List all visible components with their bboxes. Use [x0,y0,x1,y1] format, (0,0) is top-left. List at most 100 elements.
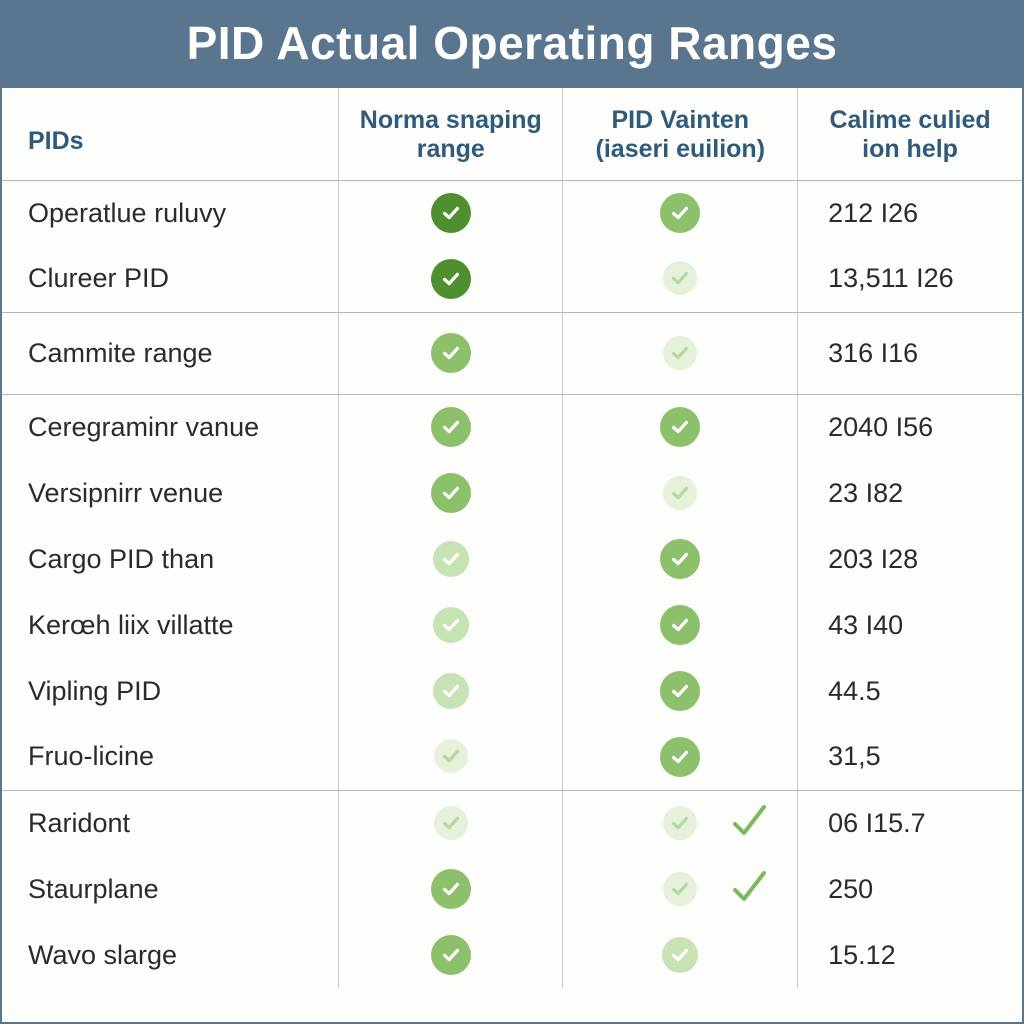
cell-vainten [563,180,798,246]
col-header-2: PID Vainten(iaseri euilion) [563,88,798,180]
check-icon [663,872,697,906]
cell-value: 06 I15.7 [798,790,1022,856]
check-icon [660,737,700,777]
check-icon [660,539,700,579]
table-row: Raridont 06 I15.7 [2,790,1022,856]
cell-vainten [563,592,798,658]
check-icon [663,806,697,840]
cell-norma [339,526,563,592]
row-label: Clureer PID [2,246,339,312]
cell-value: 15.12 [798,922,1022,988]
col-header-line1: Calime culied [829,106,990,134]
cell-value: 23 I82 [798,460,1022,526]
table-row: Fruo-licine 31,5 [2,724,1022,790]
check-icon [660,605,700,645]
free-tick-icon [729,801,769,841]
table-row: Clureer PID 13,511 I26 [2,246,1022,312]
cell-value: 203 I28 [798,526,1022,592]
cell-vainten [563,790,798,856]
row-label: Wavo slarge [2,922,339,988]
table-header-row: PIDsNorma snapingrangePID Vainten(iaseri… [2,88,1022,180]
cell-value: 250 [798,856,1022,922]
cell-norma [339,724,563,790]
cell-norma [339,394,563,460]
table-row: Cammite range 316 I16 [2,312,1022,394]
pid-table: PIDsNorma snapingrangePID Vainten(iaseri… [2,88,1022,988]
cell-norma [339,312,563,394]
cell-norma [339,460,563,526]
table-frame: PID Actual Operating Ranges PIDs Norma sn… [0,0,1024,1024]
check-icon [431,193,471,233]
check-icon [434,739,468,773]
row-label: Ceregraminr vanue [2,394,339,460]
col-header-line2: (iaseri euilion) [596,135,765,163]
col-header-line1: PID Vainten [612,106,750,134]
row-label: Cargo PID than [2,526,339,592]
cell-value: 316 I16 [798,312,1022,394]
cell-norma [339,246,563,312]
check-icon [431,935,471,975]
check-icon [660,407,700,447]
cell-vainten [563,246,798,312]
cell-norma [339,180,563,246]
table-row: Wavo slarge 15.12 [2,922,1022,988]
check-icon [433,673,469,709]
cell-vainten [563,922,798,988]
check-icon [660,671,700,711]
cell-value: 13,511 I26 [798,246,1022,312]
table-row: Staurplane 250 [2,856,1022,922]
free-tick-icon [729,867,769,907]
cell-vainten [563,312,798,394]
check-icon [663,476,697,510]
cell-vainten [563,724,798,790]
page-title: PID Actual Operating Ranges [2,2,1022,88]
row-label: Versipnirr venue [2,460,339,526]
row-label: Operatlue ruluvy [2,180,339,246]
table-body: Operatlue ruluvy 212 I26Clureer PID 13,5… [2,180,1022,988]
cell-value: 212 I26 [798,180,1022,246]
table-row: Versipnirr venue 23 I82 [2,460,1022,526]
table-row: Vipling PID 44.5 [2,658,1022,724]
cell-norma [339,658,563,724]
row-label: Staurplane [2,856,339,922]
check-icon [662,937,698,973]
cell-norma [339,790,563,856]
cell-value: 31,5 [798,724,1022,790]
col-header-pids: PIDs [2,88,339,180]
cell-vainten [563,658,798,724]
col-header-1: Norma snapingrange [339,88,563,180]
table-row: Kerœh liix villatte 43 I40 [2,592,1022,658]
cell-vainten [563,856,798,922]
cell-norma [339,856,563,922]
check-icon [433,607,469,643]
check-icon [431,259,471,299]
col-header-line1: Norma snaping [360,106,542,134]
check-icon [431,869,471,909]
check-icon [663,261,697,295]
check-icon [431,473,471,513]
cell-value: 44.5 [798,658,1022,724]
check-icon [431,407,471,447]
cell-value: 43 I40 [798,592,1022,658]
table-row: Cargo PID than 203 I28 [2,526,1022,592]
table-row: Operatlue ruluvy 212 I26 [2,180,1022,246]
check-icon [663,336,697,370]
row-label: Cammite range [2,312,339,394]
row-label: Raridont [2,790,339,856]
cell-norma [339,922,563,988]
check-icon [434,806,468,840]
row-label: Fruo-licine [2,724,339,790]
cell-vainten [563,526,798,592]
col-header-3: Calime culiedion help [798,88,1022,180]
cell-vainten [563,394,798,460]
cell-norma [339,592,563,658]
col-header-line2: range [417,135,485,163]
check-icon [431,333,471,373]
check-icon [433,541,469,577]
table-row: Ceregraminr vanue 2040 I56 [2,394,1022,460]
col-header-line1: PIDs [28,127,84,155]
row-label: Vipling PID [2,658,339,724]
row-label: Kerœh liix villatte [2,592,339,658]
cell-vainten [563,460,798,526]
cell-value: 2040 I56 [798,394,1022,460]
